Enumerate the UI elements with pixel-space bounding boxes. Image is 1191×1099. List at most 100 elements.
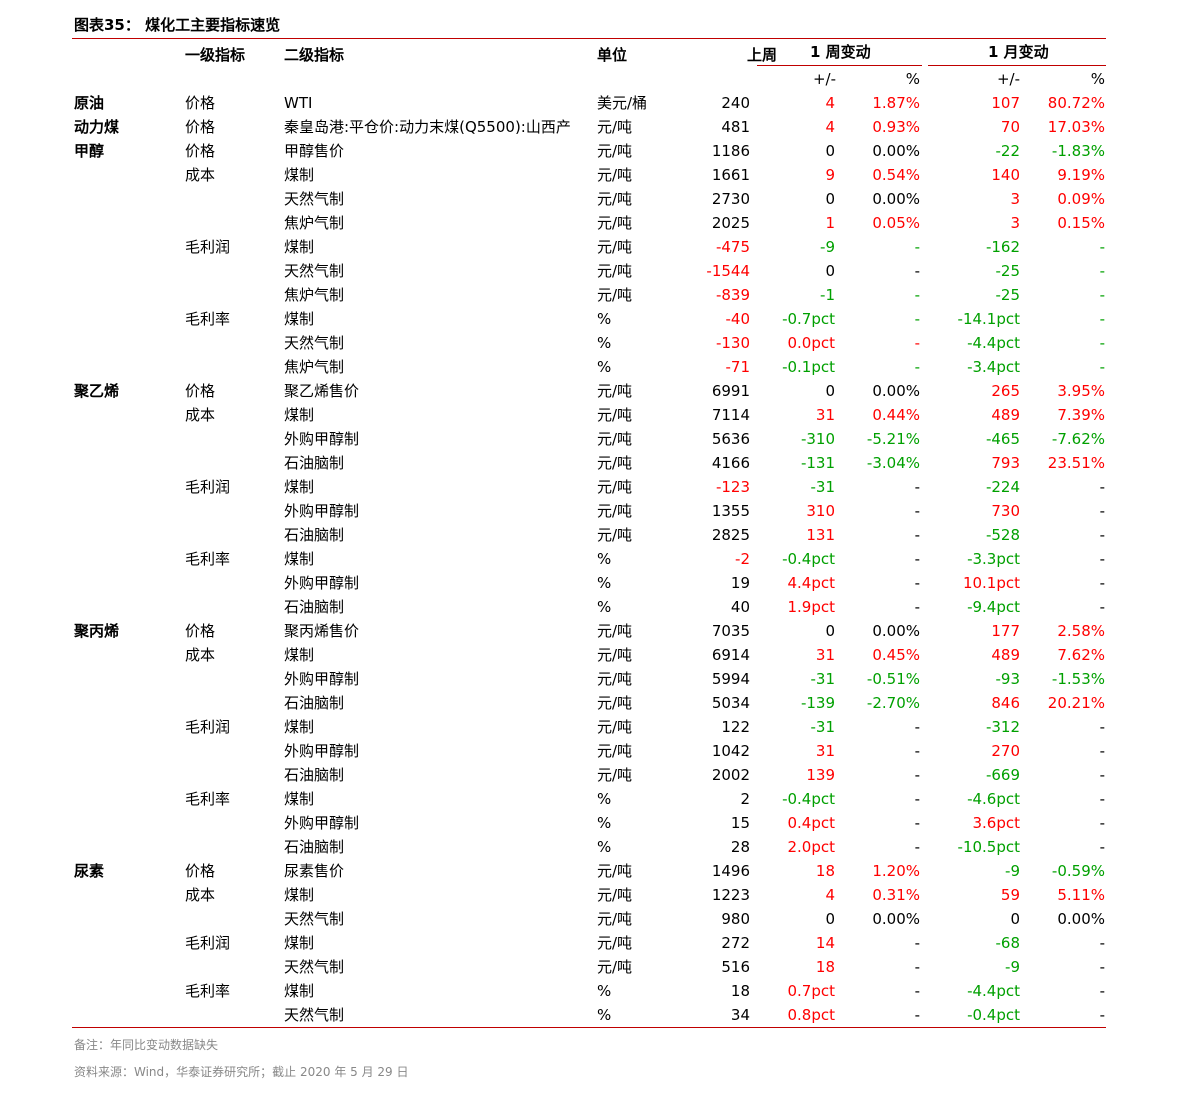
month-pct: - <box>1099 814 1105 832</box>
week-pct: - <box>914 790 920 808</box>
level2: 煤制 <box>284 310 315 328</box>
week-pct: - <box>914 574 920 592</box>
month-pct: - <box>1099 934 1105 952</box>
level2: 外购甲醇制 <box>284 430 360 448</box>
week-change: 14 <box>815 934 835 952</box>
month-change: -9.4pct <box>967 598 1020 616</box>
month-change: -93 <box>995 670 1021 688</box>
level2: 外购甲醇制 <box>284 814 360 832</box>
month-change: -14.1pct <box>957 310 1020 328</box>
week-pct: 0.00% <box>872 382 920 400</box>
category: 聚乙烯 <box>74 382 120 400</box>
month-pct: - <box>1099 838 1105 856</box>
month-pct: 0.00% <box>1057 910 1105 928</box>
group-rule <box>928 65 1106 66</box>
month-pct: 17.03% <box>1047 118 1105 136</box>
last-week: -123 <box>715 478 750 496</box>
week-pct: 0.05% <box>872 214 920 232</box>
level1: 成本 <box>185 646 216 664</box>
last-week: -71 <box>725 358 751 376</box>
level2: 外购甲醇制 <box>284 742 360 760</box>
level2: WTI <box>284 94 313 112</box>
unit: 元/吨 <box>597 166 633 184</box>
month-change: -312 <box>985 718 1020 736</box>
bottom-rule <box>72 1027 1106 1028</box>
unit: 元/吨 <box>597 526 633 544</box>
level2: 煤制 <box>284 166 315 184</box>
week-pct: 1.87% <box>872 94 920 112</box>
week-change: 0 <box>825 382 835 400</box>
month-change: -68 <box>995 934 1021 952</box>
source: 资料来源：Wind，华泰证券研究所；截止 2020 年 5 月 29 日 <box>74 1065 409 1079</box>
month-pct: 9.19% <box>1057 166 1105 184</box>
week-change: 0.4pct <box>787 814 835 832</box>
month-pct: - <box>1099 502 1105 520</box>
last-week: -839 <box>715 286 750 304</box>
unit: 元/吨 <box>597 262 633 280</box>
level2: 外购甲醇制 <box>284 502 360 520</box>
unit: % <box>597 1006 612 1024</box>
month-change: -22 <box>995 142 1021 160</box>
month-pct: - <box>1099 478 1105 496</box>
month-change: 3.6pct <box>972 814 1020 832</box>
week-pct: - <box>914 334 920 352</box>
week-change: 1.9pct <box>787 598 835 616</box>
month-pct: - <box>1099 310 1105 328</box>
column-header: 上周 <box>746 46 777 64</box>
column-header: 二级指标 <box>284 46 345 64</box>
week-pct: 0.44% <box>872 406 920 424</box>
sub-header: +/- <box>812 70 836 88</box>
month-pct: - <box>1099 574 1105 592</box>
unit: % <box>597 310 612 328</box>
level2: 煤制 <box>284 886 315 904</box>
level2: 煤制 <box>284 982 315 1000</box>
level2: 天然气制 <box>284 910 345 928</box>
column-header: 一级指标 <box>185 46 246 64</box>
month-change: 489 <box>991 646 1020 664</box>
last-week: 1042 <box>711 742 750 760</box>
last-week: 6914 <box>711 646 750 664</box>
last-week: 19 <box>730 574 750 592</box>
level2: 石油脑制 <box>284 454 345 472</box>
note: 备注：年同比变动数据缺失 <box>74 1038 219 1052</box>
level2: 煤制 <box>284 406 315 424</box>
level1: 价格 <box>185 142 216 160</box>
week-pct: - <box>914 478 920 496</box>
level2: 石油脑制 <box>284 526 345 544</box>
month-change: -528 <box>985 526 1020 544</box>
level2: 秦皇岛港:平仓价:动力末煤(Q5500):山西产 <box>284 118 571 136</box>
last-week: 6991 <box>711 382 750 400</box>
week-change: 131 <box>806 526 835 544</box>
week-change: 18 <box>815 862 835 880</box>
month-pct: - <box>1099 766 1105 784</box>
week-pct: - <box>914 598 920 616</box>
month-pct: 23.51% <box>1047 454 1105 472</box>
unit: 元/吨 <box>597 670 633 688</box>
month-pct: 7.62% <box>1057 646 1105 664</box>
month-change: -465 <box>985 430 1020 448</box>
level2: 焦炉气制 <box>284 286 345 304</box>
last-week: -1544 <box>706 262 750 280</box>
last-week: 28 <box>730 838 750 856</box>
last-week: 34 <box>730 1006 750 1024</box>
month-pct: 0.09% <box>1057 190 1105 208</box>
last-week: 1186 <box>711 142 750 160</box>
month-change: -4.4pct <box>967 334 1020 352</box>
month-change: 107 <box>991 94 1020 112</box>
last-week: 272 <box>721 934 750 952</box>
week-pct: - <box>914 238 920 256</box>
month-change: 140 <box>991 166 1020 184</box>
last-week: 40 <box>730 598 750 616</box>
month-pct: - <box>1099 1006 1105 1024</box>
week-change: -1 <box>820 286 835 304</box>
last-week: 2002 <box>711 766 750 784</box>
level1: 价格 <box>185 94 216 112</box>
week-pct: 1.20% <box>872 862 920 880</box>
last-week: 5994 <box>711 670 750 688</box>
month-pct: - <box>1099 334 1105 352</box>
group-header: 1 周变动 <box>810 43 871 61</box>
month-pct: - <box>1099 286 1105 304</box>
week-pct: - <box>914 358 920 376</box>
level1: 成本 <box>185 166 216 184</box>
last-week: 1661 <box>711 166 750 184</box>
